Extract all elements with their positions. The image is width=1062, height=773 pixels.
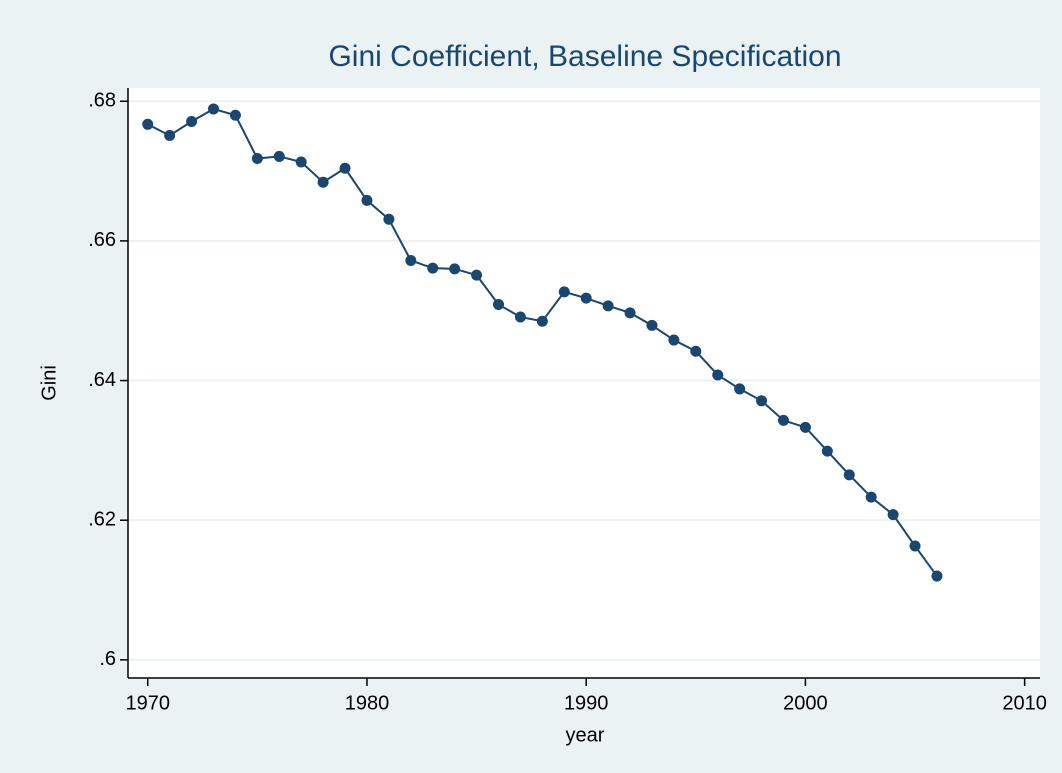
marker <box>668 334 680 346</box>
marker <box>208 103 219 115</box>
marker <box>186 116 198 128</box>
x-tick-label: 2010 <box>1002 692 1047 714</box>
marker <box>887 509 899 521</box>
marker <box>756 395 768 407</box>
plot-area <box>128 88 1040 678</box>
marker <box>799 421 811 433</box>
marker <box>164 129 176 141</box>
chart-title: Gini Coefficient, Baseline Specification <box>328 40 841 73</box>
marker <box>909 540 921 552</box>
x-tick-label: 2000 <box>783 692 828 714</box>
marker <box>580 292 592 304</box>
x-tick-label: 1970 <box>125 692 170 714</box>
marker <box>229 109 241 121</box>
marker <box>493 298 504 310</box>
y-tick-label: .6 <box>99 648 116 670</box>
marker <box>273 150 285 162</box>
y-tick-label: .62 <box>88 508 116 530</box>
marker <box>295 156 307 168</box>
y-axis-label: Gini <box>38 365 60 401</box>
marker <box>734 383 746 395</box>
marker <box>931 570 943 582</box>
y-tick-label: .66 <box>88 229 116 251</box>
marker <box>405 254 417 266</box>
marker <box>514 311 526 323</box>
marker <box>427 262 439 274</box>
marker <box>821 445 833 457</box>
x-tick-label: 1980 <box>345 692 390 714</box>
marker <box>317 176 329 188</box>
marker <box>449 263 461 275</box>
marker <box>624 307 636 319</box>
marker <box>142 118 154 130</box>
y-tick-label: .64 <box>88 369 116 391</box>
marker <box>251 153 263 165</box>
marker <box>778 414 789 426</box>
marker <box>865 491 877 503</box>
marker <box>646 319 658 331</box>
marker <box>471 269 483 281</box>
marker <box>843 469 855 481</box>
x-tick-label: 1990 <box>564 692 609 714</box>
marker <box>339 162 351 174</box>
marker <box>536 315 548 327</box>
marker <box>602 300 614 312</box>
y-tick-label: .68 <box>88 90 116 112</box>
marker <box>690 345 702 357</box>
marker <box>712 369 724 381</box>
marker <box>383 213 395 225</box>
marker <box>361 194 373 206</box>
x-axis-label: year <box>566 724 605 746</box>
marker <box>558 286 570 298</box>
